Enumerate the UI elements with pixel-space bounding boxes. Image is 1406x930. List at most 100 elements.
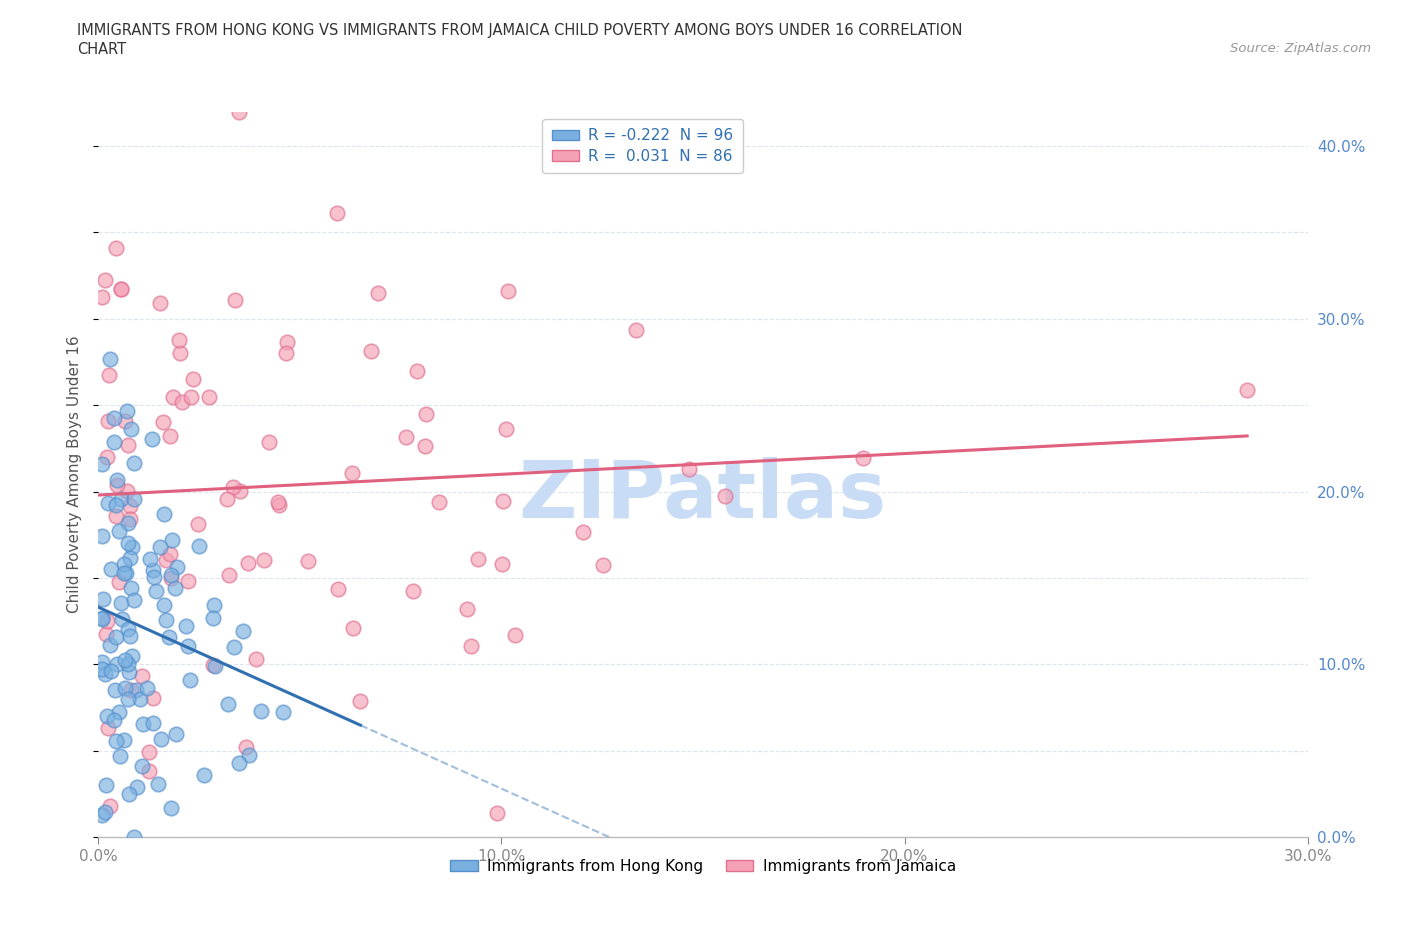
Point bbox=[169, 346, 191, 361]
Point bbox=[118, 665, 141, 680]
Point bbox=[96, 708, 118, 723]
Point bbox=[97, 720, 120, 735]
Point bbox=[232, 623, 254, 638]
Point bbox=[96, 614, 118, 629]
Point bbox=[155, 552, 177, 567]
Point bbox=[118, 786, 141, 801]
Point bbox=[120, 683, 142, 698]
Point bbox=[91, 592, 114, 607]
Point bbox=[104, 509, 127, 524]
Point bbox=[222, 480, 245, 495]
Point bbox=[96, 449, 118, 464]
Point bbox=[229, 483, 252, 498]
Point bbox=[176, 619, 198, 634]
Point bbox=[110, 491, 132, 506]
Point bbox=[159, 801, 181, 816]
Point bbox=[204, 658, 226, 673]
Point bbox=[179, 672, 201, 687]
Point bbox=[235, 739, 257, 754]
Point bbox=[217, 491, 239, 506]
Point bbox=[117, 515, 139, 530]
Point bbox=[326, 581, 349, 596]
Point bbox=[131, 759, 153, 774]
Point bbox=[271, 705, 294, 720]
Point bbox=[121, 648, 143, 663]
Point bbox=[124, 830, 146, 844]
Point bbox=[257, 434, 280, 449]
Point bbox=[105, 478, 128, 493]
Y-axis label: Child Poverty Among Boys Under 16: Child Poverty Among Boys Under 16 bbox=[67, 336, 83, 613]
Point bbox=[107, 575, 129, 590]
Point bbox=[159, 570, 181, 585]
Point bbox=[486, 805, 509, 820]
Point bbox=[122, 491, 145, 506]
Point bbox=[94, 272, 117, 287]
Point bbox=[326, 206, 349, 220]
Point bbox=[98, 352, 121, 366]
Point bbox=[136, 680, 159, 695]
Point bbox=[160, 567, 183, 582]
Point bbox=[218, 567, 240, 582]
Point bbox=[105, 473, 128, 488]
Point bbox=[91, 661, 114, 676]
Point bbox=[120, 581, 142, 596]
Point bbox=[139, 551, 162, 566]
Point bbox=[91, 612, 114, 627]
Point bbox=[202, 658, 225, 672]
Point bbox=[105, 734, 128, 749]
Point bbox=[228, 755, 250, 770]
Point bbox=[678, 461, 700, 476]
Point bbox=[1236, 383, 1258, 398]
Point bbox=[187, 516, 209, 531]
Point bbox=[103, 411, 125, 426]
Point bbox=[91, 610, 114, 625]
Point bbox=[103, 712, 125, 727]
Point bbox=[122, 456, 145, 471]
Point bbox=[267, 494, 290, 509]
Point bbox=[125, 779, 148, 794]
Point bbox=[149, 732, 172, 747]
Point bbox=[100, 562, 122, 577]
Point bbox=[349, 694, 371, 709]
Point bbox=[91, 290, 114, 305]
Point bbox=[110, 612, 132, 627]
Point bbox=[98, 799, 121, 814]
Point bbox=[115, 484, 138, 498]
Point bbox=[415, 406, 437, 421]
Point bbox=[406, 363, 429, 378]
Point bbox=[100, 663, 122, 678]
Point bbox=[427, 495, 450, 510]
Point bbox=[165, 726, 187, 741]
Point bbox=[217, 697, 239, 711]
Point bbox=[112, 556, 135, 571]
Legend: Immigrants from Hong Kong, Immigrants from Jamaica: Immigrants from Hong Kong, Immigrants fr… bbox=[444, 853, 962, 880]
Point bbox=[149, 539, 172, 554]
Point bbox=[495, 421, 517, 436]
Point bbox=[395, 430, 418, 445]
Point bbox=[97, 414, 120, 429]
Point bbox=[166, 559, 188, 574]
Point bbox=[107, 524, 129, 538]
Point bbox=[112, 733, 135, 748]
Text: Source: ZipAtlas.com: Source: ZipAtlas.com bbox=[1230, 42, 1371, 55]
Point bbox=[115, 565, 138, 580]
Point bbox=[155, 613, 177, 628]
Point bbox=[467, 551, 489, 566]
Point bbox=[94, 667, 117, 682]
Point bbox=[117, 438, 139, 453]
Point bbox=[152, 597, 174, 612]
Point bbox=[238, 748, 260, 763]
Point bbox=[103, 435, 125, 450]
Point bbox=[143, 569, 166, 584]
Point bbox=[142, 563, 165, 578]
Point bbox=[114, 681, 136, 696]
Point bbox=[224, 292, 246, 307]
Point bbox=[141, 432, 163, 446]
Point bbox=[112, 565, 135, 580]
Point bbox=[201, 611, 224, 626]
Point bbox=[367, 286, 389, 301]
Point bbox=[172, 394, 194, 409]
Point bbox=[142, 715, 165, 730]
Text: IMMIGRANTS FROM HONG KONG VS IMMIGRANTS FROM JAMAICA CHILD POVERTY AMONG BOYS UN: IMMIGRANTS FROM HONG KONG VS IMMIGRANTS … bbox=[77, 23, 963, 38]
Point bbox=[117, 692, 139, 707]
